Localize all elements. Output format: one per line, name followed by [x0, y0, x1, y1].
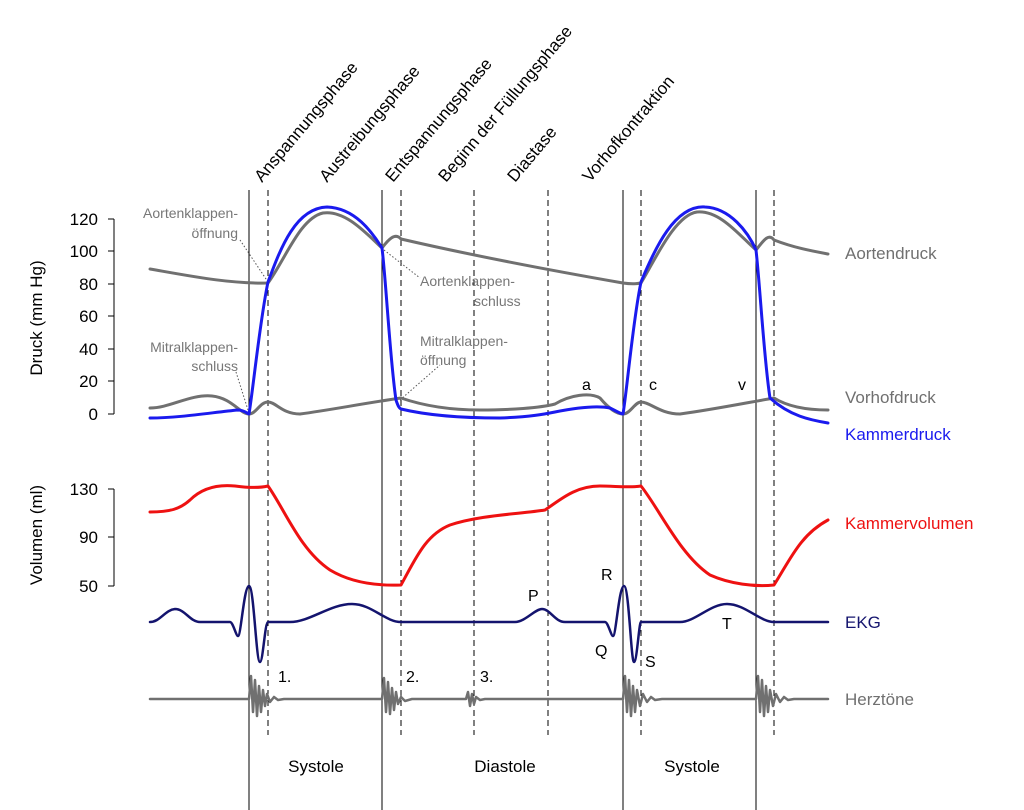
ecg-mark-q: Q	[595, 643, 607, 660]
label-ecg: EKG	[845, 613, 881, 632]
label-ventricular-volume: Kammervolumen	[845, 514, 974, 533]
annotation-mitral-close: Mitralklappen-	[150, 339, 238, 355]
heart-sound-label: 3.	[480, 669, 493, 686]
ecg-mark-t: T	[722, 616, 732, 633]
period-labels: Systole Diastole Systole	[288, 757, 720, 776]
label-atrial-pressure: Vorhofdruck	[845, 388, 936, 407]
annotations: Aortenklappen- öffnung Aortenklappen- sc…	[143, 205, 521, 374]
annotation-aortic-close: Aortenklappen-	[420, 273, 515, 289]
label-heart-sounds: Herztöne	[845, 690, 914, 709]
wave-mark-v: v	[738, 377, 746, 394]
ventricular-pressure-curve	[148, 205, 830, 425]
ecg-curve	[148, 584, 830, 664]
annotation-aortic-open: Aortenklappen-	[143, 205, 238, 221]
wave-mark-c: c	[649, 377, 657, 394]
volume-tick-label: 130	[70, 480, 98, 499]
wave-mark-a: a	[582, 377, 591, 394]
curve-labels: Aortendruck Vorhofdruck Kammerdruck Kamm…	[845, 244, 974, 709]
pressure-tick-label: 120	[70, 210, 98, 229]
annotation-aortic-close: schluss	[474, 293, 521, 309]
leader-aortic-open	[239, 239, 269, 283]
phase-labels: Anspannungsphase Austreibungsphase Entsp…	[251, 22, 679, 186]
pressure-axis: 120 100 80 60 40 20 0 Druck (mm Hg)	[27, 210, 115, 424]
annotation-mitral-open: Mitralklappen-	[420, 333, 508, 349]
wave-marks: a c v P R Q S T	[528, 377, 746, 671]
pressure-tick-label: 20	[79, 372, 98, 391]
annotation-mitral-open: öffnung	[420, 352, 466, 368]
volume-axis-title: Volumen (ml)	[27, 485, 46, 585]
leader-aortic-close	[383, 249, 421, 279]
ventricular-volume-curve	[148, 484, 830, 588]
ecg-mark-r: R	[601, 567, 613, 584]
phase-label: Diastase	[504, 123, 561, 186]
pressure-tick-label: 0	[89, 405, 98, 424]
heart-sounds-curve	[148, 674, 830, 718]
pressure-tick-label: 100	[70, 242, 98, 261]
atrial-pressure-curve	[148, 393, 830, 416]
leader-mitral-close	[235, 371, 249, 411]
label-aortic-pressure: Aortendruck	[845, 244, 937, 263]
period-systole: Systole	[664, 757, 720, 776]
volume-tick-label: 50	[79, 577, 98, 596]
ecg-mark-s: S	[645, 654, 656, 671]
curves	[148, 205, 830, 718]
ecg-mark-p: P	[528, 588, 539, 605]
volume-axis: 130 90 50 Volumen (ml)	[27, 480, 115, 596]
leader-mitral-open	[399, 364, 441, 401]
heart-sound-label: 1.	[278, 669, 291, 686]
period-diastole: Diastole	[474, 757, 535, 776]
heart-sound-labels: 1. 2. 3.	[278, 669, 493, 686]
pressure-tick-label: 60	[79, 307, 98, 326]
period-systole: Systole	[288, 757, 344, 776]
pressure-tick-label: 40	[79, 340, 98, 359]
annotation-aortic-open: öffnung	[192, 225, 238, 241]
pressure-tick-label: 80	[79, 275, 98, 294]
volume-tick-label: 90	[79, 528, 98, 547]
label-ventricular-pressure: Kammerdruck	[845, 425, 951, 444]
heart-sound-label: 2.	[406, 669, 419, 686]
annotation-leaders	[235, 239, 441, 411]
annotation-mitral-close: schluss	[191, 358, 238, 374]
pressure-axis-title: Druck (mm Hg)	[27, 260, 46, 375]
phase-label: Vorhofkontraktion	[579, 72, 679, 186]
